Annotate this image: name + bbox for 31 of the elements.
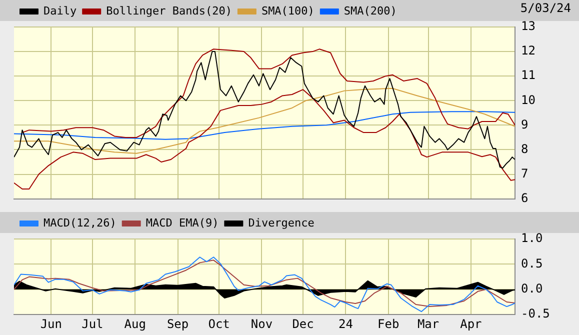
legend-label: MACD EMA(9)	[146, 216, 219, 230]
legend-label: Bollinger Bands(20)	[106, 4, 232, 18]
legend-label: SMA(100)	[261, 4, 314, 18]
x-tick-label: Jun	[40, 316, 62, 331]
x-tick-label: Aug	[124, 316, 146, 331]
x-tick-label: Feb	[378, 316, 400, 331]
x-tick-label: Dec	[292, 316, 314, 331]
x-tick-label: Apr	[460, 316, 482, 331]
x-tick-label: Mar	[417, 316, 440, 331]
x-tick-label: Jul	[82, 316, 104, 331]
legend-label: Daily	[44, 4, 77, 18]
y-tick-label: 7	[521, 166, 528, 180]
y-tick-label: 6	[521, 190, 528, 205]
x-tick-label: Nov	[250, 316, 273, 331]
y-tick-label: 0.5	[521, 256, 543, 270]
x-tick-label: 24	[338, 316, 353, 331]
y-tick-label: 8	[521, 142, 528, 156]
x-tick-label: Oct	[208, 316, 230, 331]
y-tick-label: 11	[521, 68, 536, 82]
y-tick-label: 1.0	[521, 231, 543, 246]
y-tick-label: 13	[521, 19, 536, 34]
y-tick-label: 12	[521, 44, 536, 58]
x-tick-label: Sep	[166, 316, 189, 331]
legend-label: Divergence	[248, 216, 314, 230]
y-tick-label: 9	[521, 117, 528, 132]
y-tick-label: 0.0	[521, 282, 543, 296]
text: 5/03/24	[520, 1, 571, 16]
y-tick-label: -0.5	[521, 306, 550, 321]
legend-label: SMA(200)	[344, 4, 397, 18]
y-tick-label: 10	[521, 92, 536, 107]
legend-label: MACD(12,26)	[44, 216, 116, 230]
